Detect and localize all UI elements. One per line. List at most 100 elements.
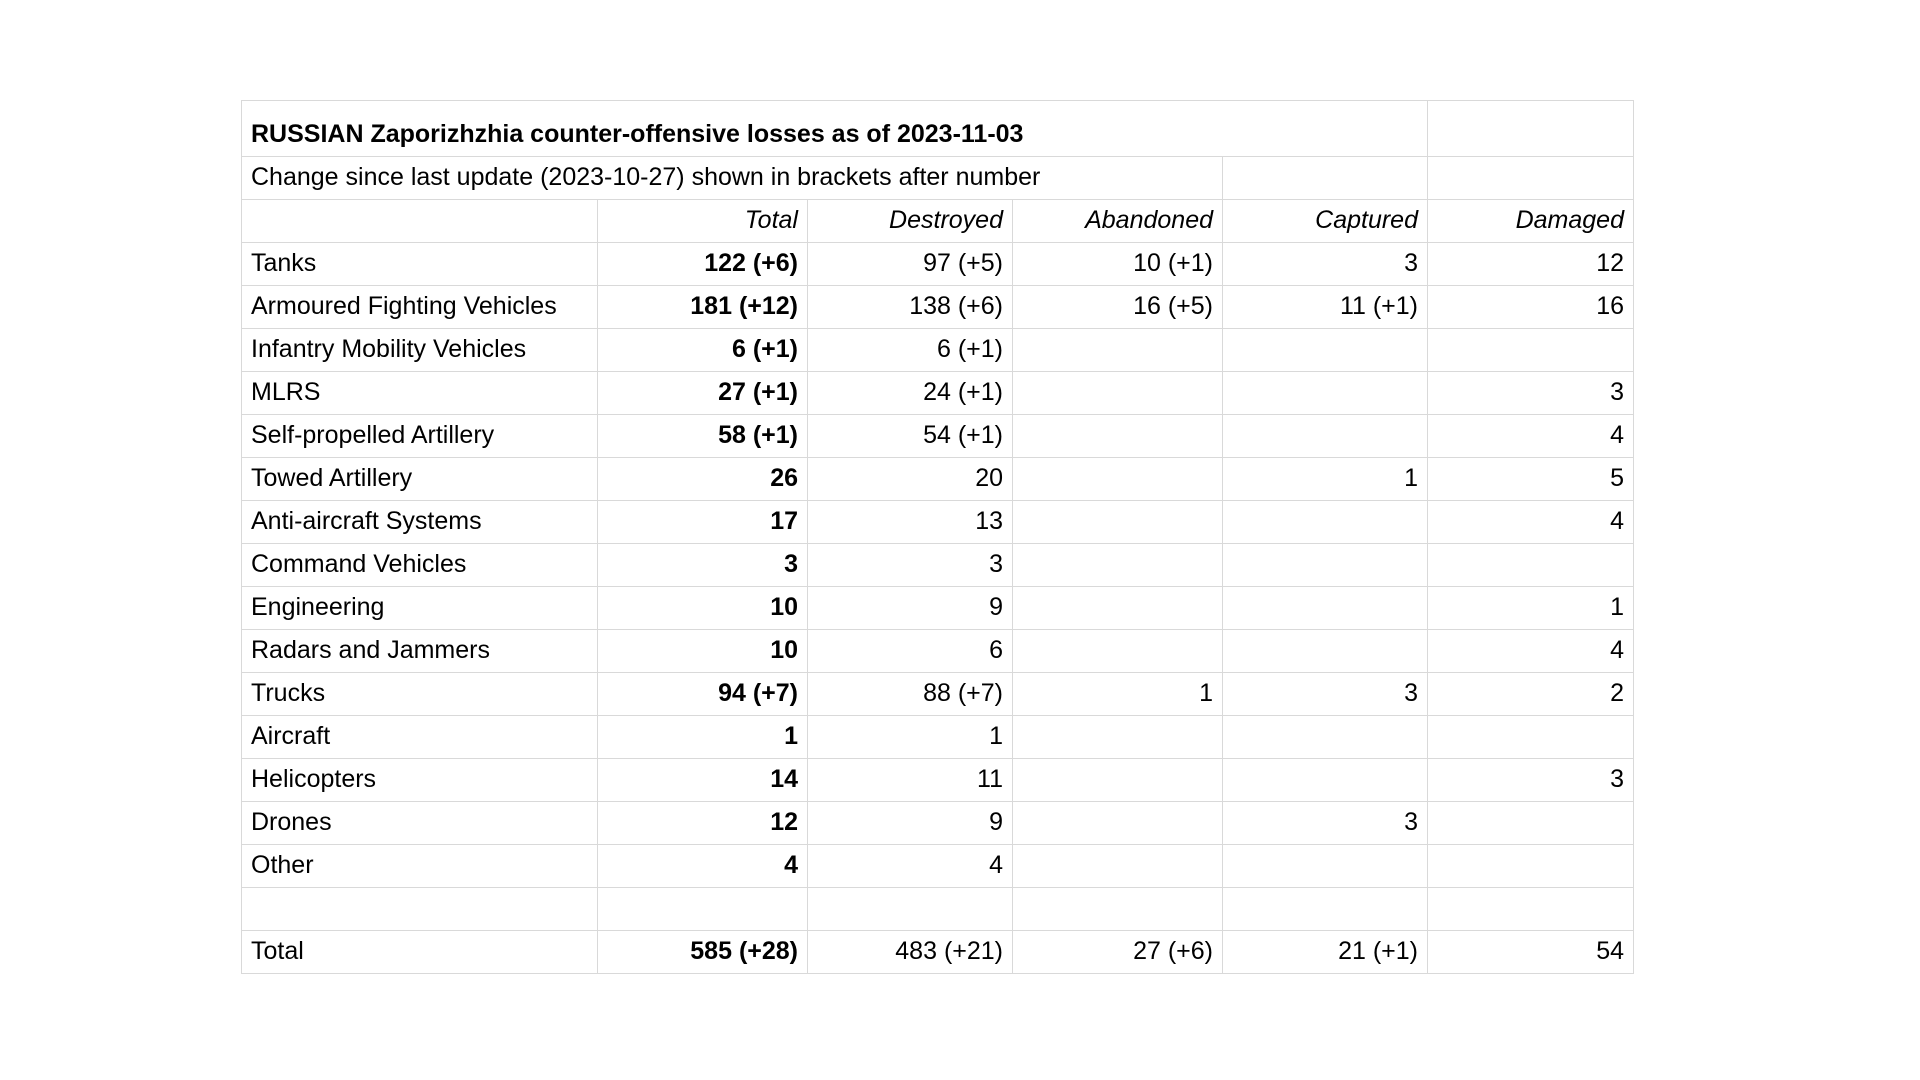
- cell-captured: [1222, 629, 1428, 673]
- table-row: Self-propelled Artillery 58 (+1) 54 (+1) 4: [241, 414, 1634, 458]
- table-row: Trucks 94 (+7) 88 (+7) 1 3 2: [241, 672, 1634, 716]
- cell-captured: 21 (+1): [1222, 930, 1428, 974]
- cell-abandoned: 16 (+5): [1012, 285, 1223, 329]
- cell-captured: [1222, 328, 1428, 372]
- row-label: Engineering: [241, 586, 598, 630]
- header-damaged: Damaged: [1427, 199, 1634, 243]
- cell-damaged: 5: [1427, 457, 1634, 501]
- cell-abandoned: [1012, 844, 1223, 888]
- subtitle-row: Change since last update (2023-10-27) sh…: [241, 156, 1634, 200]
- table-row: Tanks 122 (+6) 97 (+5) 10 (+1) 3 12: [241, 242, 1634, 286]
- header-destroyed: Destroyed: [807, 199, 1013, 243]
- cell-destroyed: 24 (+1): [807, 371, 1013, 415]
- cell-abandoned: [1012, 801, 1223, 845]
- row-label: Helicopters: [241, 758, 598, 802]
- table-row: Drones 12 9 3: [241, 801, 1634, 845]
- cell-captured: [1222, 543, 1428, 587]
- cell-damaged: 2: [1427, 672, 1634, 716]
- losses-table: RUSSIAN Zaporizhzhia counter-offensive l…: [241, 100, 1634, 974]
- row-label: Aircraft: [241, 715, 598, 759]
- title-row: RUSSIAN Zaporizhzhia counter-offensive l…: [241, 100, 1634, 157]
- cell-damaged: 16: [1427, 285, 1634, 329]
- cell-captured: [1222, 414, 1428, 458]
- cell-destroyed: 483 (+21): [807, 930, 1013, 974]
- cell-abandoned: 27 (+6): [1012, 930, 1223, 974]
- cell-damaged: 4: [1427, 500, 1634, 544]
- cell-damaged: [1427, 328, 1634, 372]
- row-label: Tanks: [241, 242, 598, 286]
- cell-destroyed: 138 (+6): [807, 285, 1013, 329]
- header-blank: [241, 199, 598, 243]
- cell-damaged: [1427, 801, 1634, 845]
- cell-abandoned: [1012, 371, 1223, 415]
- cell-destroyed: 4: [807, 844, 1013, 888]
- cell-abandoned: [1012, 500, 1223, 544]
- cell-damaged: [1427, 844, 1634, 888]
- empty-cell: [1222, 156, 1428, 200]
- cell-captured: [1222, 500, 1428, 544]
- cell-captured: [1222, 586, 1428, 630]
- cell-total: 94 (+7): [597, 672, 808, 716]
- row-label: Other: [241, 844, 598, 888]
- row-label: Towed Artillery: [241, 457, 598, 501]
- cell-total: 585 (+28): [597, 930, 808, 974]
- empty-cell: [1427, 887, 1634, 931]
- cell-damaged: 4: [1427, 629, 1634, 673]
- table-row: Radars and Jammers 10 6 4: [241, 629, 1634, 673]
- header-row: Total Destroyed Abandoned Captured Damag…: [241, 199, 1634, 243]
- cell-captured: 3: [1222, 801, 1428, 845]
- cell-abandoned: [1012, 586, 1223, 630]
- cell-destroyed: 1: [807, 715, 1013, 759]
- table-title: RUSSIAN Zaporizhzhia counter-offensive l…: [241, 100, 1428, 157]
- table-row: Helicopters 14 11 3: [241, 758, 1634, 802]
- cell-total: 17: [597, 500, 808, 544]
- cell-damaged: [1427, 715, 1634, 759]
- table-row: Other 4 4: [241, 844, 1634, 888]
- table-row: Engineering 10 9 1: [241, 586, 1634, 630]
- cell-abandoned: [1012, 543, 1223, 587]
- cell-total: 10: [597, 586, 808, 630]
- header-captured: Captured: [1222, 199, 1428, 243]
- header-abandoned: Abandoned: [1012, 199, 1223, 243]
- row-label: Anti-aircraft Systems: [241, 500, 598, 544]
- cell-total: 27 (+1): [597, 371, 808, 415]
- table-row: Infantry Mobility Vehicles 6 (+1) 6 (+1): [241, 328, 1634, 372]
- row-label: Self-propelled Artillery: [241, 414, 598, 458]
- spacer-row: [241, 887, 1634, 931]
- cell-captured: 3: [1222, 242, 1428, 286]
- cell-damaged: 1: [1427, 586, 1634, 630]
- table-subtitle: Change since last update (2023-10-27) sh…: [241, 156, 1223, 200]
- row-label: Infantry Mobility Vehicles: [241, 328, 598, 372]
- cell-captured: 1: [1222, 457, 1428, 501]
- cell-destroyed: 54 (+1): [807, 414, 1013, 458]
- cell-damaged: 4: [1427, 414, 1634, 458]
- cell-total: 1: [597, 715, 808, 759]
- row-label: Total: [241, 930, 598, 974]
- cell-abandoned: [1012, 457, 1223, 501]
- cell-total: 10: [597, 629, 808, 673]
- cell-damaged: [1427, 543, 1634, 587]
- cell-total: 4: [597, 844, 808, 888]
- cell-destroyed: 11: [807, 758, 1013, 802]
- table-row: Towed Artillery 26 20 1 5: [241, 457, 1634, 501]
- empty-cell: [807, 887, 1013, 931]
- cell-abandoned: [1012, 414, 1223, 458]
- row-label: Trucks: [241, 672, 598, 716]
- cell-abandoned: 1: [1012, 672, 1223, 716]
- empty-cell: [241, 887, 598, 931]
- cell-captured: [1222, 371, 1428, 415]
- cell-damaged: 3: [1427, 758, 1634, 802]
- cell-destroyed: 9: [807, 586, 1013, 630]
- cell-abandoned: [1012, 629, 1223, 673]
- cell-total: 181 (+12): [597, 285, 808, 329]
- table-row: Armoured Fighting Vehicles 181 (+12) 138 (…: [241, 285, 1634, 329]
- cell-captured: 3: [1222, 672, 1428, 716]
- cell-captured: [1222, 844, 1428, 888]
- cell-total: 122 (+6): [597, 242, 808, 286]
- cell-damaged: 3: [1427, 371, 1634, 415]
- empty-cell: [1427, 100, 1634, 157]
- header-total: Total: [597, 199, 808, 243]
- cell-destroyed: 9: [807, 801, 1013, 845]
- table-row: MLRS 27 (+1) 24 (+1) 3: [241, 371, 1634, 415]
